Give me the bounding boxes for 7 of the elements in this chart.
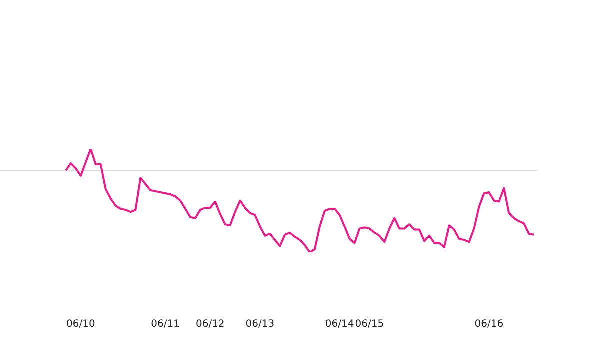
x-tick-label: 06/11 — [151, 319, 180, 330]
x-tick-label: 06/13 — [246, 319, 275, 330]
x-tick-label: 06/15 — [355, 319, 384, 330]
x-tick-label: 06/16 — [474, 319, 504, 330]
x-tick-label: 06/14 — [325, 319, 354, 330]
x-tick-label: 06/10 — [66, 319, 96, 330]
x-tick-label: 06/12 — [196, 319, 225, 330]
